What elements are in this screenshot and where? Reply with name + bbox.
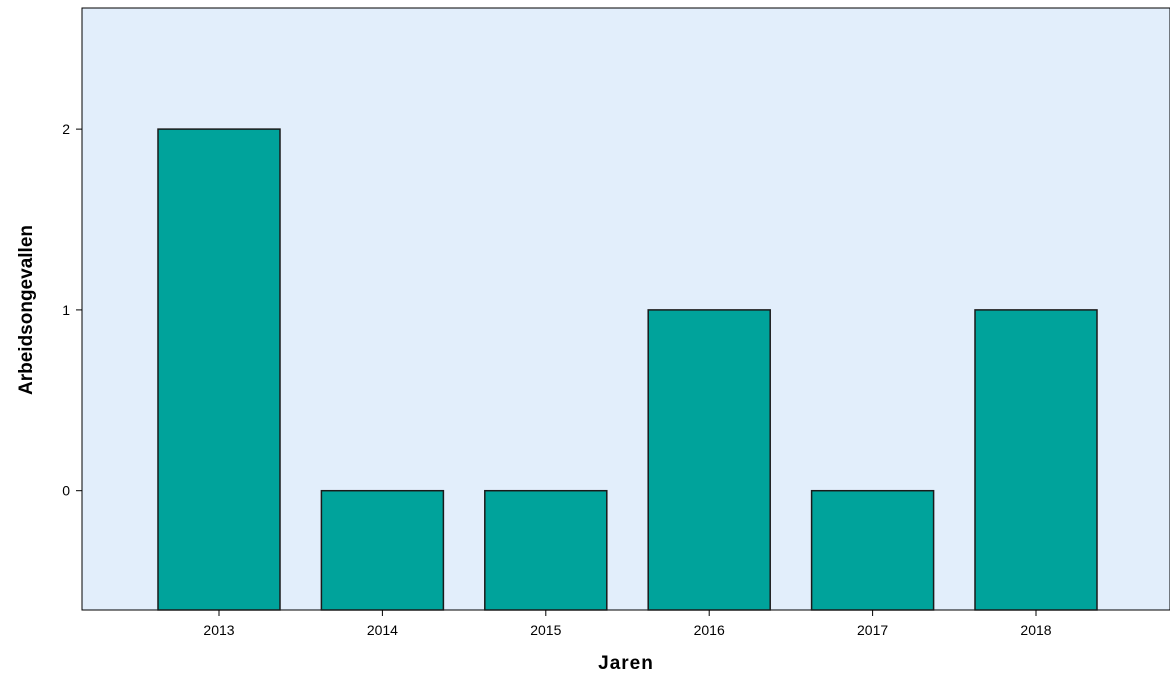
x-axis-title: Jaren — [598, 653, 654, 674]
y-tick-label-1: 1 — [62, 302, 70, 318]
y-axis-title: Arbeidsongevallen — [16, 225, 37, 395]
x-tick-label-2018: 2018 — [1020, 622, 1051, 638]
bar-2017 — [810, 489, 935, 611]
x-tick-label-2016: 2016 — [694, 622, 725, 638]
bar-2015 — [484, 489, 608, 611]
y-axis: 0 1 2 — [62, 121, 82, 499]
x-tick-label-2015: 2015 — [530, 622, 561, 638]
bar-2016 — [647, 309, 771, 611]
x-tick-label-2013: 2013 — [203, 622, 234, 638]
y-tick-label-2: 2 — [62, 121, 70, 137]
y-tick-label-0: 0 — [62, 483, 70, 499]
bar-2018 — [974, 309, 1098, 611]
x-tick-label-2017: 2017 — [857, 622, 888, 638]
x-axis: 2013 2014 2015 2016 2017 2018 — [203, 610, 1052, 638]
bars-group — [157, 128, 1098, 611]
bar-2014 — [320, 489, 445, 611]
x-tick-label-2014: 2014 — [367, 622, 398, 638]
bar-2013 — [157, 128, 281, 611]
